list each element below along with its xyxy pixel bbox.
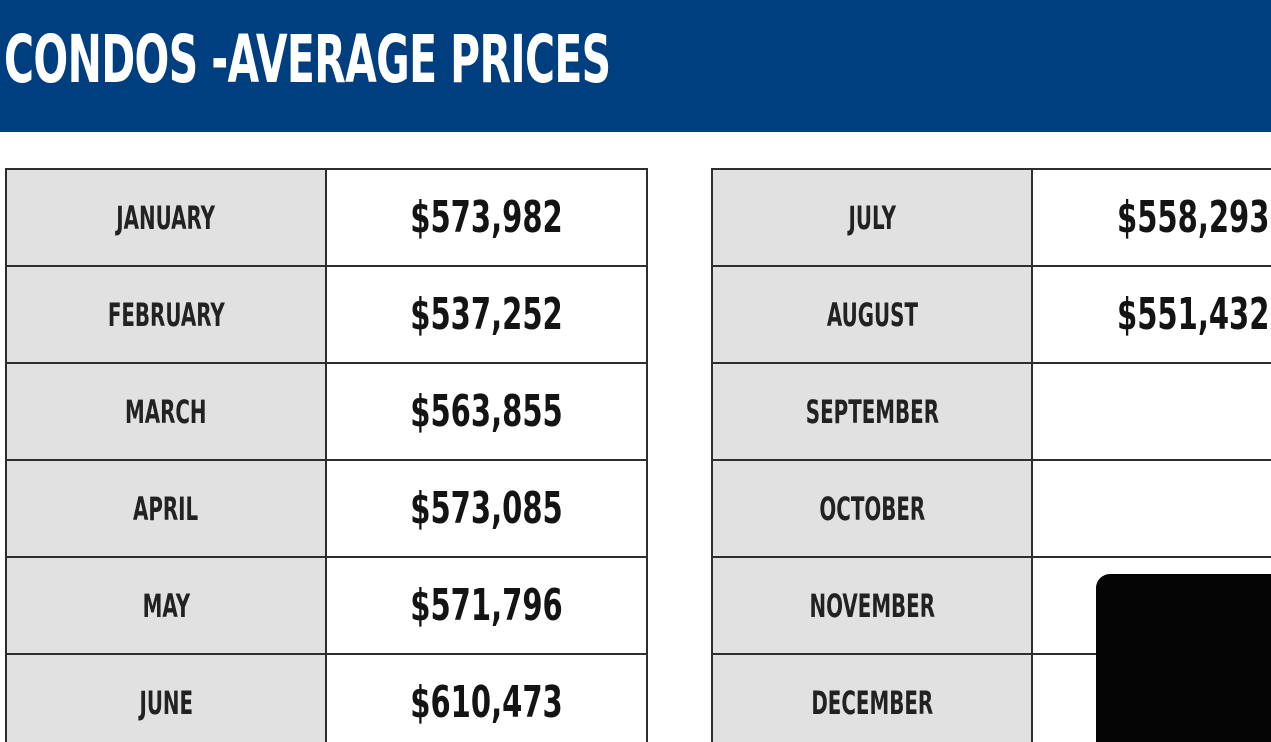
month-cell: FEBRUARY [5, 265, 327, 364]
month-label-december: DECEMBER [811, 683, 933, 722]
price-value-april: $573,085 [410, 483, 563, 534]
month-cell: JANUARY [5, 168, 327, 267]
month-cell: AUGUST [711, 265, 1033, 364]
table-row: JULY $558,293 [711, 168, 1271, 267]
table-row: FEBRUARY $537,252 [5, 265, 648, 364]
month-cell: DECEMBER [711, 653, 1033, 742]
month-label-august: AUGUST [826, 295, 918, 334]
page-title: CONDOS -AVERAGE PRICES [4, 21, 611, 98]
month-cell: MAY [5, 556, 327, 655]
table-row: MAY $571,796 [5, 556, 648, 655]
price-table-right: JULY $558,293 AUGUST $551,432 SEPTEMBER … [711, 168, 1271, 742]
table-row: JANUARY $573,982 [5, 168, 648, 267]
price-cell: $610,473 [325, 653, 648, 742]
month-label-march: MARCH [125, 392, 207, 431]
month-label-november: NOVEMBER [809, 586, 935, 625]
redaction-mark [1096, 574, 1271, 742]
table-row: JUNE $610,473 [5, 653, 648, 742]
price-cell: $571,796 [325, 556, 648, 655]
month-label-september: SEPTEMBER [805, 392, 939, 431]
table-row: SEPTEMBER [711, 362, 1271, 461]
price-cell: $551,432 [1031, 265, 1271, 364]
table-row: OCTOBER [711, 459, 1271, 558]
price-value-march: $563,855 [410, 386, 563, 437]
table-row: MARCH $563,855 [5, 362, 648, 461]
month-label-july: JULY [848, 198, 896, 237]
month-label-may: MAY [142, 586, 190, 625]
month-cell: JUNE [5, 653, 327, 742]
month-label-october: OCTOBER [819, 489, 925, 528]
month-cell: APRIL [5, 459, 327, 558]
price-cell: $563,855 [325, 362, 648, 461]
table-row: AUGUST $551,432 [711, 265, 1271, 364]
price-cell: $558,293 [1031, 168, 1271, 267]
month-label-january: JANUARY [116, 198, 216, 237]
month-label-february: FEBRUARY [107, 295, 225, 334]
month-cell: MARCH [5, 362, 327, 461]
price-value-august: $551,432 [1117, 289, 1270, 340]
price-value-may: $571,796 [410, 580, 563, 631]
month-cell: JULY [711, 168, 1033, 267]
month-cell: SEPTEMBER [711, 362, 1033, 461]
price-cell: $537,252 [325, 265, 648, 364]
price-cell: $573,085 [325, 459, 648, 558]
price-cell: $573,982 [325, 168, 648, 267]
price-value-january: $573,982 [410, 192, 563, 243]
month-cell: OCTOBER [711, 459, 1033, 558]
price-value-june: $610,473 [410, 677, 563, 728]
table-row: APRIL $573,085 [5, 459, 648, 558]
month-cell: NOVEMBER [711, 556, 1033, 655]
price-value-february: $537,252 [410, 289, 563, 340]
month-label-april: APRIL [133, 489, 199, 528]
price-table-left: JANUARY $573,982 FEBRUARY $537,252 MARCH… [5, 168, 648, 742]
month-label-june: JUNE [139, 683, 193, 722]
price-cell [1031, 459, 1271, 558]
price-cell [1031, 362, 1271, 461]
price-value-july: $558,293 [1117, 192, 1270, 243]
header-banner: CONDOS -AVERAGE PRICES [0, 0, 1271, 132]
